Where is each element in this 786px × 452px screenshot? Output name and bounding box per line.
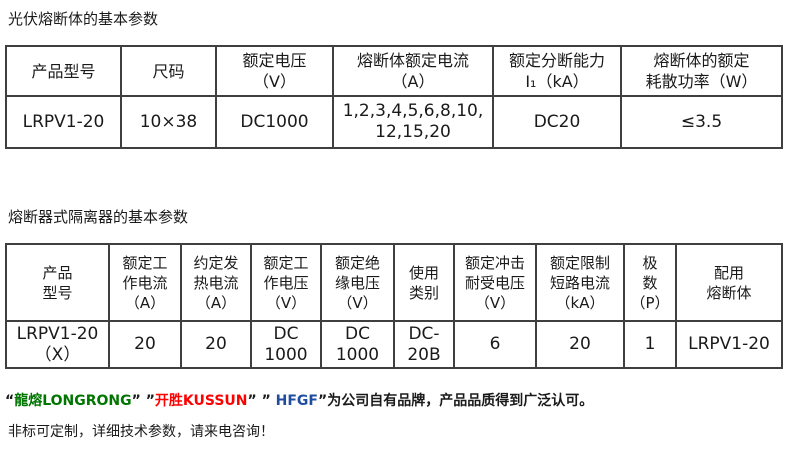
header-line: 耐受电压	[464, 273, 525, 292]
pv-fuse-header-row: 产品型号 尺码 额定电压 （V） 熔断体额定电流 （A） 额定分断能力 I₁（k…	[5, 45, 783, 97]
cell-line: 12,15,20	[375, 122, 451, 142]
cell-utilization-category: DC- 20B	[393, 320, 455, 369]
header-line: （P）	[630, 293, 670, 312]
cell-matched-fuse-link: LRPV1-20	[675, 320, 783, 369]
cell-rated-limited-short-circuit-current: 20	[535, 320, 625, 369]
header-line: 产品	[42, 263, 73, 282]
header-line: 额定电压	[242, 51, 307, 70]
isolator-table: 产品 型号 额定工 作电流 （A） 约定发 热电流 （A） 额定工 作电压 （V…	[5, 243, 783, 369]
cell-line: DC	[345, 323, 370, 344]
header-rated-working-current: 额定工 作电流 （A）	[108, 243, 182, 322]
cell-fuse-rated-current: 1,2,3,4,5,6,8,10, 12,15,20	[332, 95, 494, 149]
cell-product-model: LRPV1-20 （X）	[5, 320, 110, 369]
header-line: 类别	[408, 283, 439, 302]
header-line: 作电流	[122, 273, 168, 292]
cell-line: （X）	[34, 344, 81, 365]
cell-rated-voltage: DC1000	[215, 95, 334, 149]
header-line: 熔断体的额定	[653, 51, 750, 70]
header-rated-voltage: 额定电压 （V）	[215, 45, 334, 97]
header-product-model: 产品型号	[5, 45, 122, 97]
header-line: 额定绝	[334, 253, 380, 272]
cell-line: 1000	[335, 344, 380, 365]
brand-segment: 龍熔LONGRONG	[14, 393, 132, 409]
header-line: 缘电压	[334, 273, 380, 292]
cell-line: DC-	[408, 323, 440, 344]
cell-line: LRPV1-20	[16, 323, 99, 344]
pv-fuse-table: 产品型号 尺码 额定电压 （V） 熔断体额定电流 （A） 额定分断能力 I₁（k…	[5, 45, 783, 149]
cell-rated-breaking-capacity: DC20	[492, 95, 622, 149]
custom-order-note: 非标可定制，详细技术参数，请来电咨询！	[8, 424, 274, 440]
header-size: 尺码	[120, 45, 217, 97]
header-number-of-poles: 极 数 （P）	[623, 243, 677, 322]
section2-title: 熔断器式隔离器的基本参数	[8, 208, 189, 226]
header-line: （kA）	[555, 293, 605, 312]
cell-size: 10×38	[120, 95, 217, 149]
cell-line: 1000	[264, 344, 308, 365]
header-rated-limited-short-circuit-current: 额定限制 短路电流 （kA）	[535, 243, 625, 322]
header-rated-working-voltage: 额定工 作电压 （V）	[250, 243, 322, 322]
header-line: （V）	[474, 293, 516, 312]
header-line: 产品型号	[31, 61, 96, 81]
cell-line: 20B	[407, 344, 441, 365]
header-utilization-category: 使用 类别	[393, 243, 455, 322]
brand-segment: 开胜KUSSUN	[154, 393, 248, 409]
header-line: I₁（kA）	[525, 72, 589, 91]
cell-line: DC	[273, 323, 299, 344]
header-line: 短路电流	[549, 273, 610, 292]
header-line: 数	[642, 273, 658, 292]
isolator-header-row: 产品 型号 额定工 作电流 （A） 约定发 热电流 （A） 额定工 作电压 （V…	[5, 243, 783, 322]
brand-segment: 为公司自有品牌，产品品质得到广泛认可。	[327, 393, 594, 409]
header-line: （A）	[391, 72, 435, 91]
header-rated-breaking-capacity: 额定分断能力 I₁（kA）	[492, 45, 622, 97]
header-line: 额定工	[122, 253, 168, 272]
header-rated-impulse-withstand-voltage: 额定冲击 耐受电压 （V）	[453, 243, 537, 322]
cell-line: 1,2,3,4,5,6,8,10,	[342, 101, 484, 121]
cell-product-model: LRPV1-20	[5, 95, 122, 149]
header-line: 型号	[42, 283, 73, 302]
isolator-data-row: LRPV1-20 （X） 20 20 DC 1000 DC 1000 DC- 2…	[5, 320, 783, 369]
header-line: 作电压	[263, 273, 309, 292]
header-line: 熔断体额定电流	[356, 51, 469, 70]
header-line: 尺码	[152, 61, 185, 81]
header-line: 额定冲击	[464, 253, 525, 272]
header-line: （A）	[195, 293, 237, 312]
brand-segment: ”	[318, 393, 328, 409]
cell-rated-power-dissipation: ≤3.5	[620, 95, 783, 149]
pv-fuse-data-row: LRPV1-20 10×38 DC1000 1,2,3,4,5,6,8,10, …	[5, 95, 783, 149]
header-line: 热电流	[193, 273, 239, 292]
brand-segment: “	[5, 393, 15, 409]
cell-rated-working-current: 20	[108, 320, 182, 369]
cell-conventional-heating-current: 20	[180, 320, 252, 369]
cell-rated-working-voltage: DC 1000	[250, 320, 322, 369]
header-line: 极	[642, 253, 658, 272]
header-line: 额定分断能力	[508, 51, 605, 70]
header-matched-fuse-link: 配用 熔断体	[675, 243, 783, 322]
header-line: （A）	[124, 293, 166, 312]
header-line: （V）	[337, 293, 378, 312]
header-line: 配用	[713, 263, 744, 282]
header-line: 额定限制	[549, 253, 610, 272]
header-product-model: 产品 型号	[5, 243, 110, 322]
brand-line: “龍熔LONGRONG” ”开胜KUSSUN” ” HFGF”为公司自有品牌，产…	[5, 393, 786, 410]
header-rated-insulation-voltage: 额定绝 缘电压 （V）	[320, 243, 395, 322]
cell-rated-insulation-voltage: DC 1000	[320, 320, 395, 369]
header-line: 约定发	[193, 253, 239, 272]
cell-number-of-poles: 1	[623, 320, 677, 369]
brand-segment: HFGF	[275, 393, 318, 409]
header-line: 使用	[408, 263, 439, 282]
header-line: （V）	[253, 72, 296, 91]
header-line: 熔断体	[706, 283, 752, 302]
header-line: 额定工	[263, 253, 309, 272]
brand-segment: ” ”	[247, 393, 276, 409]
section1-title: 光伏熔断体的基本参数	[8, 10, 159, 28]
header-conventional-heating-current: 约定发 热电流 （A）	[180, 243, 252, 322]
header-rated-power-dissipation: 熔断体的额定 耗散功率（W）	[620, 45, 783, 97]
brand-segment: ” ”	[131, 393, 155, 409]
header-line: 耗散功率（W）	[645, 72, 758, 91]
header-line: （V）	[265, 293, 307, 312]
header-fuse-rated-current: 熔断体额定电流 （A）	[332, 45, 494, 97]
cell-rated-impulse-withstand-voltage: 6	[453, 320, 537, 369]
